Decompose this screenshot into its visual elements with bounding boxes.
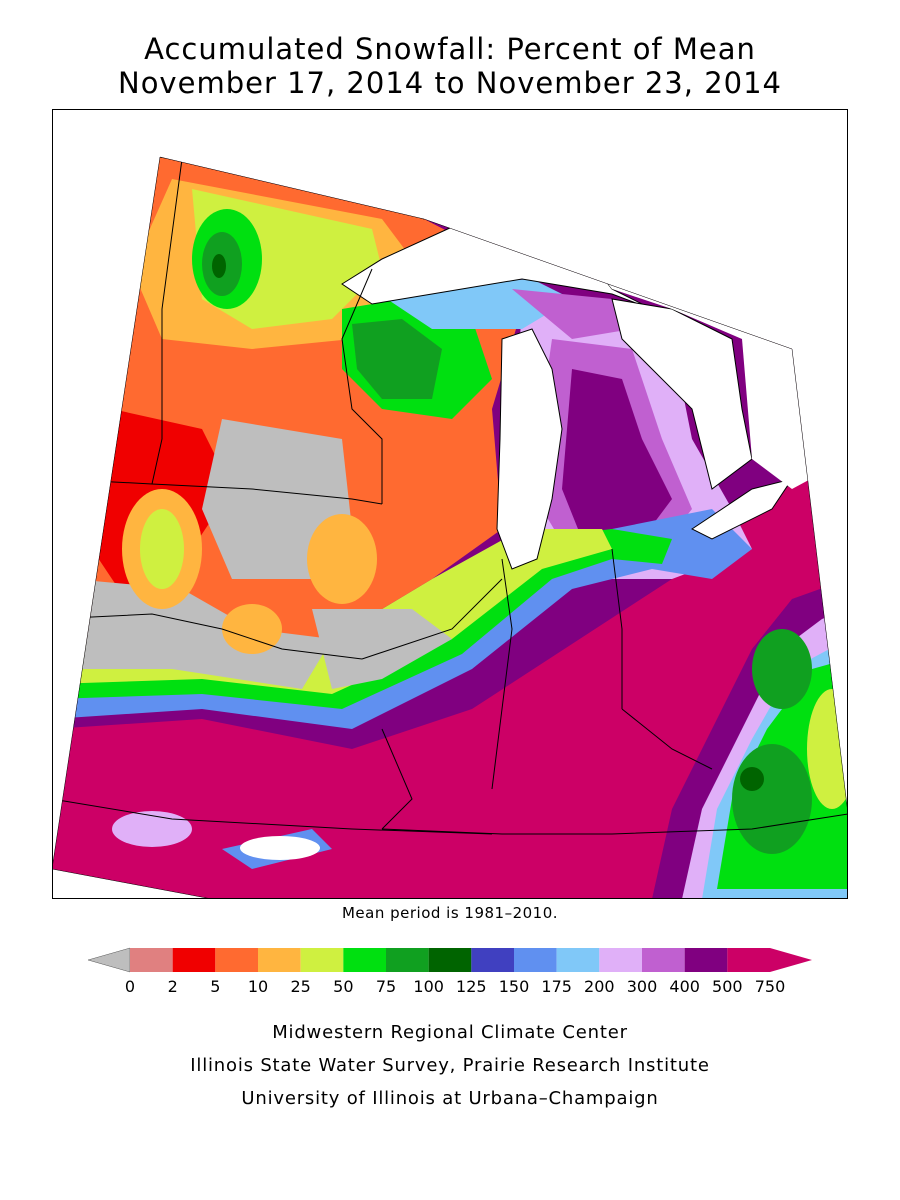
border-nd-sd — [56, 478, 383, 505]
legend-tick-label: 175 — [541, 977, 572, 996]
legend-tick-label: 100 — [413, 977, 444, 996]
legend-tick-label: 750 — [755, 977, 786, 996]
upper-mi-purple — [512, 289, 632, 339]
map-date-range: November 17, 2014 to November 23, 2014 — [118, 66, 782, 100]
legend-tick-label: 150 — [499, 977, 530, 996]
legend-tick-label: 10 — [248, 977, 268, 996]
map-projection-outline — [52, 156, 848, 899]
north-yellow-blob-3 — [307, 514, 377, 604]
legend-tick-label: 2 — [168, 977, 178, 996]
legend-swatch — [727, 948, 770, 972]
legend-tick-label: 5 — [210, 977, 220, 996]
legend-tick-label: 300 — [627, 977, 658, 996]
legend-swatch — [599, 948, 642, 972]
se-darkgreen-inner — [740, 767, 764, 791]
legend-swatch — [386, 948, 429, 972]
credit-line-3: University of Illinois at Urbana–Champai… — [241, 1088, 659, 1109]
north-darkestgreen-core — [212, 254, 226, 278]
legend-arrow-below-min — [88, 947, 131, 973]
credit-line-2: Illinois State Water Survey, Prairie Res… — [190, 1055, 710, 1076]
legend-swatch — [300, 948, 344, 972]
color-legend: 0 2 5 10 25 50 75 100 125 150 175 200 300 400 500 750 — [88, 947, 812, 996]
legend-swatch — [514, 948, 557, 972]
north-gray-south — [312, 609, 452, 689]
lake-michigan — [496, 328, 563, 570]
southwest-lavender-blob — [112, 811, 192, 847]
border-oh-wv — [621, 708, 713, 770]
legend-swatch — [343, 948, 386, 972]
lake-erie — [691, 478, 794, 540]
legend-tick-label: 50 — [333, 977, 353, 996]
border-in-oh — [611, 548, 623, 709]
border-mn-wi — [341, 268, 383, 504]
legend-tick-label: 125 — [456, 977, 487, 996]
legend-arrow-above-max — [770, 948, 812, 972]
map-frame-border — [52, 109, 848, 899]
band-750-lower-mi — [562, 369, 672, 539]
lake-superior — [341, 218, 653, 310]
border-ks-ok — [52, 798, 493, 835]
lake-huron — [611, 298, 753, 490]
legend-tick-label: 400 — [669, 977, 700, 996]
legend-swatch — [642, 948, 685, 972]
legend-swatch — [130, 948, 173, 972]
legend-tick-label: 75 — [376, 977, 396, 996]
legend-tick-label: 200 — [584, 977, 615, 996]
south-white-spot — [240, 836, 320, 860]
legend-tick-label: 500 — [712, 977, 743, 996]
legend-swatch — [556, 948, 600, 972]
border-ia-mo — [361, 578, 503, 660]
mean-period-note: Mean period is 1981–2010. — [341, 904, 559, 922]
legend-swatch — [215, 948, 258, 972]
se-darkgreen-core — [732, 744, 812, 854]
legend-tick-label: 0 — [125, 977, 135, 996]
credit-line-1: Midwestern Regional Climate Center — [272, 1022, 628, 1043]
legend-tick-label: 25 — [290, 977, 310, 996]
border-mn-nd — [151, 158, 183, 485]
legend-swatch — [172, 948, 216, 972]
snowfall-percent-map — [52, 109, 848, 899]
north-yellow-blob-2 — [140, 509, 184, 589]
border-sd-ne — [52, 613, 363, 660]
legend-swatch — [258, 948, 301, 972]
se-green-north — [752, 629, 812, 709]
legend-swatch — [684, 948, 728, 972]
legend-swatch — [471, 948, 514, 972]
border-ky-tn — [381, 813, 848, 835]
north-yellow-blob-4 — [222, 604, 282, 654]
north-gray-west — [62, 579, 332, 689]
border-il-in — [491, 558, 513, 790]
map-title: Accumulated Snowfall: Percent of Mean — [144, 32, 756, 66]
wisconsin-darkgreen-region — [352, 319, 442, 399]
border-mo-ar — [381, 728, 413, 830]
legend-swatch — [428, 948, 472, 972]
